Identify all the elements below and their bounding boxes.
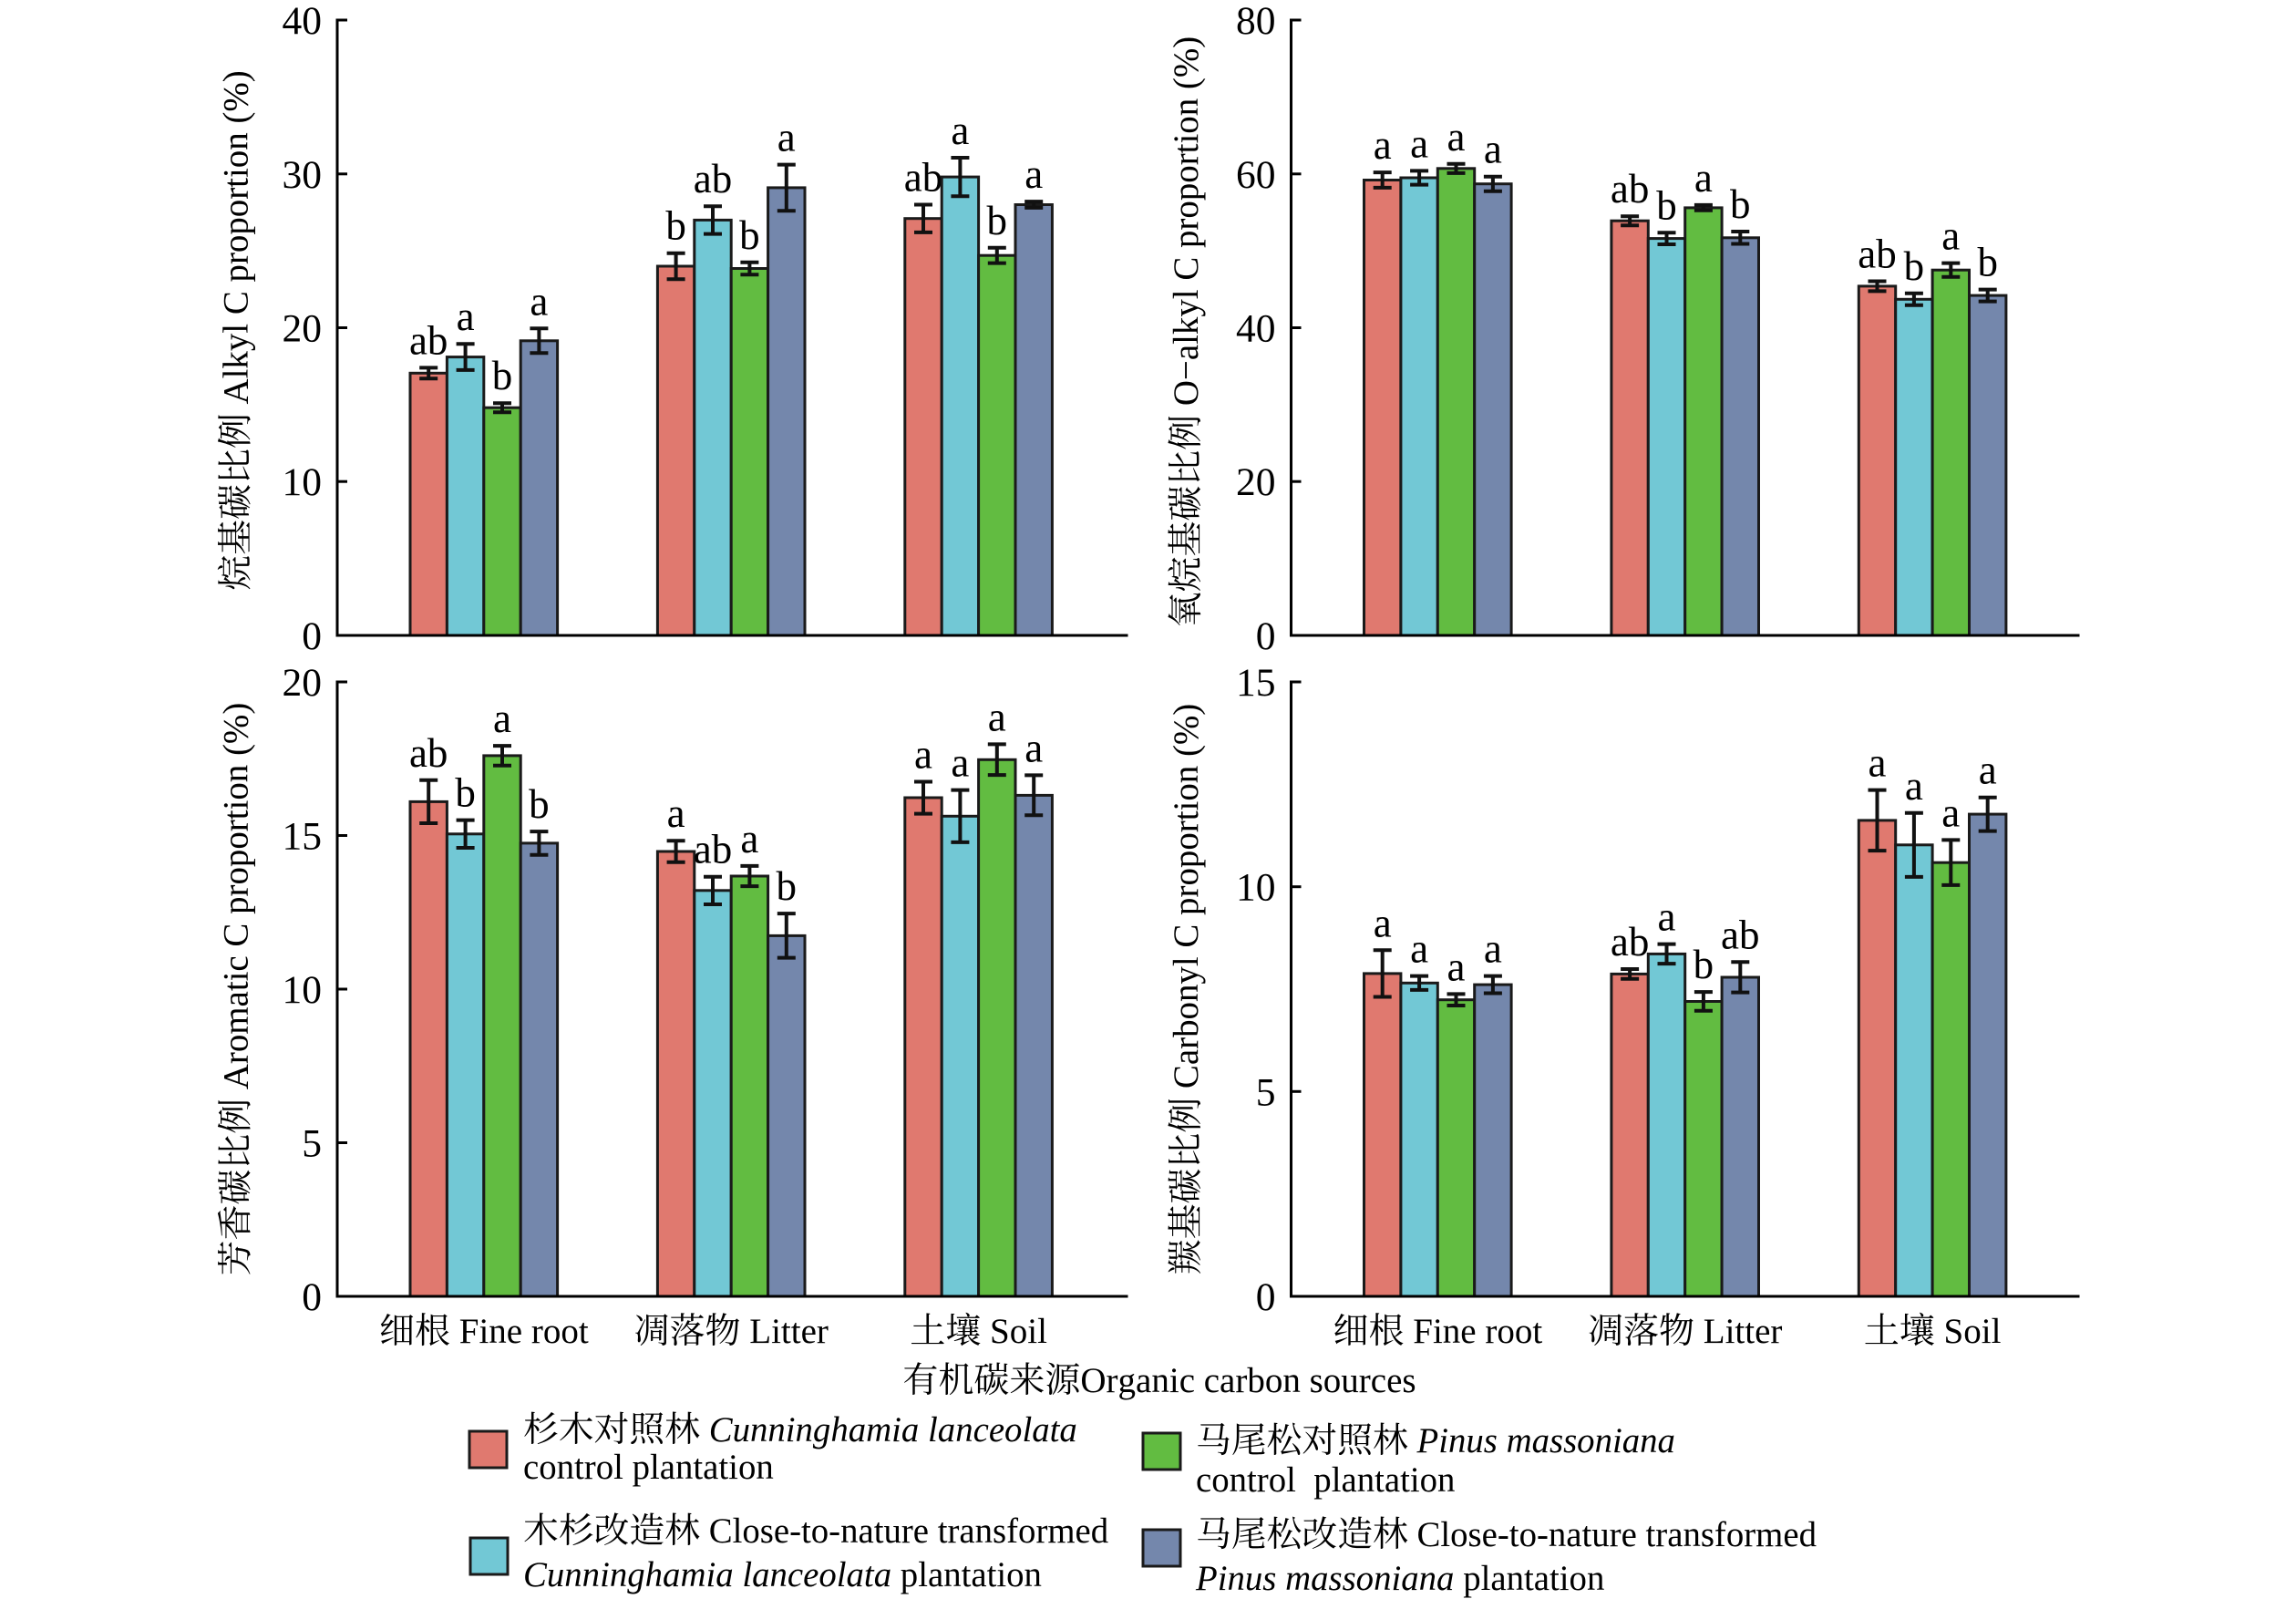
svg-text:Litter: Litter (1694, 1312, 1782, 1351)
svg-text:b: b (987, 198, 1008, 243)
svg-text:Organic carbon sources: Organic carbon sources (1080, 1361, 1416, 1400)
svg-text:Carbonyl C proportion (%): Carbonyl C proportion (%) (1167, 704, 1206, 1098)
svg-text:b: b (665, 203, 686, 249)
svg-text:b: b (1730, 181, 1751, 227)
svg-text:ab: ab (694, 827, 732, 872)
svg-text:40: 40 (283, 0, 323, 43)
svg-text:a: a (1694, 155, 1713, 201)
svg-text:20: 20 (1236, 460, 1276, 504)
svg-text:5: 5 (1256, 1070, 1276, 1114)
svg-text:b: b (1977, 240, 1998, 285)
svg-text:a: a (1447, 944, 1466, 989)
svg-text:b: b (492, 353, 513, 398)
svg-text:a: a (1447, 114, 1466, 160)
svg-text:a: a (1024, 725, 1043, 770)
svg-text:a: a (530, 278, 548, 324)
svg-text:a: a (1941, 213, 1960, 259)
svg-text:60: 60 (1236, 153, 1276, 197)
svg-text:Pinus massoniana: Pinus massoniana (1195, 1559, 1454, 1598)
svg-text:plantation: plantation (891, 1555, 1042, 1594)
svg-text:20: 20 (283, 307, 323, 351)
svg-text:a: a (1869, 740, 1887, 786)
svg-text:a: a (988, 694, 1006, 739)
svg-text:Pinus massoniana: Pinus massoniana (1416, 1421, 1675, 1460)
svg-text:Soil: Soil (1935, 1312, 2002, 1351)
svg-text:ab: ab (409, 317, 448, 363)
svg-text:a: a (1410, 926, 1428, 972)
svg-text:0: 0 (302, 1275, 322, 1319)
svg-text:0: 0 (302, 614, 322, 658)
svg-text:15: 15 (283, 815, 323, 859)
svg-text:a: a (740, 816, 758, 861)
svg-text:10: 10 (283, 460, 323, 504)
svg-text:0: 0 (1256, 614, 1276, 658)
svg-text:a: a (951, 740, 969, 786)
svg-text:ab: ab (1721, 912, 1759, 957)
svg-text:a: a (1484, 127, 1502, 172)
svg-text:ab: ab (694, 156, 732, 201)
svg-text:ab: ab (1858, 232, 1896, 277)
svg-text:a: a (667, 790, 685, 836)
svg-text:a: a (914, 732, 932, 778)
svg-text:a: a (1484, 926, 1502, 972)
svg-text:a: a (1410, 120, 1428, 166)
svg-text:ab: ab (409, 730, 448, 776)
svg-text:ab: ab (1611, 919, 1649, 965)
svg-text:Aromatic C proportion (%): Aromatic C proportion (%) (217, 703, 256, 1099)
svg-text:Soil: Soil (981, 1312, 1047, 1351)
svg-text:Fine root: Fine root (1405, 1312, 1543, 1351)
svg-text:10: 10 (283, 968, 323, 1012)
svg-text:40: 40 (1236, 307, 1276, 351)
svg-text:a: a (1374, 900, 1392, 945)
svg-text:15: 15 (1236, 661, 1276, 705)
svg-text:20: 20 (283, 661, 323, 705)
svg-text:a: a (1905, 763, 1923, 809)
svg-text:ab: ab (1611, 166, 1649, 211)
svg-text:a: a (1658, 894, 1676, 940)
svg-text:a: a (951, 108, 969, 153)
svg-text:Cunninghamia lanceolata: Cunninghamia lanceolata (709, 1410, 1077, 1449)
svg-text:O−alkyl C proportion (%): O−alkyl C proportion (%) (1167, 36, 1206, 415)
svg-text:80: 80 (1236, 0, 1276, 43)
svg-text:30: 30 (283, 153, 323, 197)
svg-text:a: a (1979, 748, 1997, 793)
svg-text:plantation: plantation (1455, 1559, 1605, 1598)
svg-text:a: a (1941, 789, 1960, 835)
svg-text:Close-to-nature transformed: Close-to-nature transformed (700, 1511, 1108, 1551)
svg-text:a: a (1024, 151, 1043, 197)
svg-text:b: b (1904, 243, 1925, 289)
svg-text:a: a (777, 115, 796, 160)
svg-text:b: b (739, 212, 760, 258)
svg-text:b: b (455, 770, 476, 816)
svg-text:control plantation: control plantation (523, 1448, 774, 1487)
svg-text:b: b (1694, 942, 1714, 987)
svg-text:a: a (1374, 122, 1392, 168)
svg-text:a: a (457, 294, 475, 339)
svg-text:Fine root: Fine root (450, 1312, 589, 1351)
svg-text:Litter: Litter (741, 1312, 829, 1351)
svg-text:10: 10 (1236, 866, 1276, 910)
svg-text:b: b (777, 863, 798, 909)
svg-text:b: b (529, 781, 550, 827)
svg-text:control plantation: control plantation (1196, 1460, 1455, 1500)
svg-text:Cunninghamia lanceolata: Cunninghamia lanceolata (523, 1555, 891, 1594)
svg-text:a: a (493, 696, 511, 741)
svg-text:ab: ab (904, 155, 942, 201)
svg-text:Alkyl C proportion (%): Alkyl C proportion (%) (217, 70, 256, 413)
svg-text:b: b (1656, 182, 1677, 228)
svg-text:0: 0 (1256, 1275, 1276, 1319)
svg-text:5: 5 (302, 1122, 322, 1166)
svg-text:Close-to-nature transformed: Close-to-nature transformed (1408, 1515, 1817, 1554)
